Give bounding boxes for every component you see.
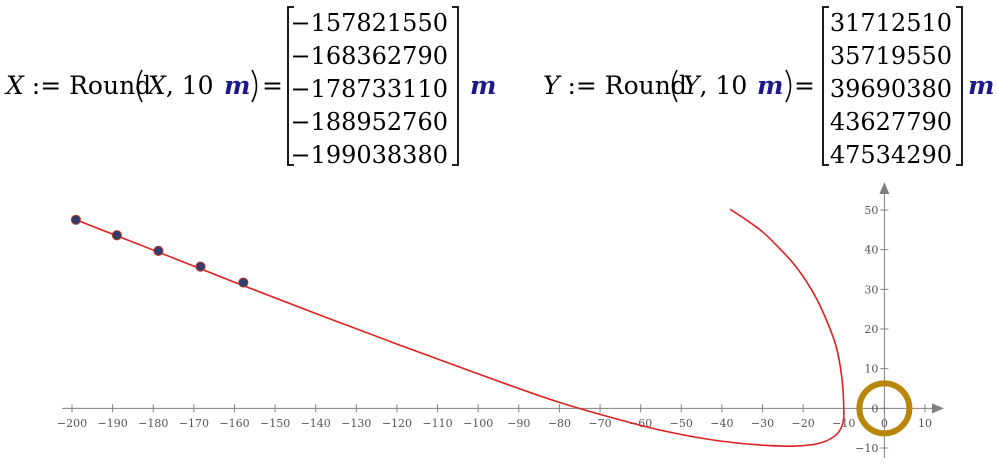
right-bracket bbox=[452, 6, 459, 166]
argument-unit: m bbox=[757, 71, 783, 100]
x-axis-ticks: −200 −190 −180 −170 −160 −150 −140 −130 −120 −110… bbox=[57, 404, 932, 430]
left-bracket bbox=[822, 6, 829, 166]
equation-x[interactable]: X := Round X, 10 m = −157821550 −16836279… bbox=[4, 6, 496, 169]
y-tick-label: 10 bbox=[864, 363, 878, 376]
axes bbox=[62, 182, 944, 458]
trajectory-curve bbox=[75, 208, 845, 447]
x-tick-label: −20 bbox=[792, 417, 815, 430]
svg-text:X := Round: X := Round bbox=[4, 71, 151, 100]
data-point bbox=[70, 214, 81, 225]
y-tick-label: 20 bbox=[864, 323, 878, 336]
lhs-variable: X bbox=[4, 71, 25, 100]
data-point bbox=[111, 230, 122, 241]
argument-number: 10 bbox=[182, 71, 214, 100]
x-tick-label: −180 bbox=[138, 417, 168, 430]
right-bracket bbox=[956, 6, 963, 166]
x-axis-arrow bbox=[932, 403, 944, 414]
data-point bbox=[195, 261, 206, 272]
argument-number: 10 bbox=[715, 71, 747, 100]
svg-text:X, 10: X, 10 bbox=[146, 71, 214, 100]
x-tick-label: −110 bbox=[422, 417, 452, 430]
y-tick-label: 30 bbox=[864, 283, 878, 296]
svg-text:Y, 10: Y, 10 bbox=[683, 71, 747, 100]
x-tick-label: −100 bbox=[463, 417, 493, 430]
x-tick-label: −40 bbox=[710, 417, 733, 430]
right-paren bbox=[251, 69, 258, 103]
y-axis-arrow bbox=[879, 182, 890, 194]
vector-element: −188952760 bbox=[290, 108, 448, 136]
y-tick-label: 50 bbox=[864, 204, 878, 217]
x-tick-label: −200 bbox=[57, 417, 87, 430]
svg-text:Y := Round: Y := Round bbox=[543, 71, 687, 100]
lhs-variable: Y bbox=[543, 71, 562, 100]
assign-operator: := bbox=[567, 71, 596, 100]
y-tick-label: 40 bbox=[864, 244, 878, 257]
right-paren bbox=[785, 69, 792, 103]
vector-element: −157821550 bbox=[290, 9, 448, 37]
left-paren bbox=[671, 69, 678, 103]
x-tick-label: −70 bbox=[588, 417, 611, 430]
x-tick-label: −130 bbox=[341, 417, 371, 430]
y-tick-label: 0 bbox=[871, 402, 878, 415]
data-point bbox=[238, 277, 249, 288]
vector-element: 39690380 bbox=[830, 75, 952, 103]
x-tick-label: −50 bbox=[670, 417, 693, 430]
equals-sign: = bbox=[794, 71, 815, 100]
x-tick-label: 10 bbox=[918, 417, 932, 430]
x-tick-label: −160 bbox=[219, 417, 249, 430]
result-vector-y: 31712510 35719550 39690380 43627790 47534290 bbox=[830, 9, 952, 169]
x-tick-label: −190 bbox=[98, 417, 128, 430]
argument-variable: Y bbox=[683, 71, 702, 100]
x-tick-label: −140 bbox=[301, 417, 331, 430]
vector-element: −178733110 bbox=[290, 75, 448, 103]
result-vector-x: −157821550 −168362790 −178733110 −188952760… bbox=[290, 9, 448, 169]
result-unit: m bbox=[470, 71, 496, 100]
data-points bbox=[70, 214, 249, 288]
comma: , bbox=[166, 71, 182, 100]
x-tick-label: −120 bbox=[382, 417, 412, 430]
argument-unit: m bbox=[224, 71, 250, 100]
result-unit: m bbox=[968, 71, 994, 100]
vector-element: 43627790 bbox=[830, 108, 952, 136]
data-point bbox=[153, 245, 164, 256]
vector-element: −168362790 bbox=[290, 42, 448, 70]
equals-sign: = bbox=[262, 71, 283, 100]
vector-element: −199038380 bbox=[290, 141, 448, 169]
x-tick-label: −10 bbox=[832, 417, 855, 430]
x-tick-label: −80 bbox=[548, 417, 571, 430]
x-tick-label: −150 bbox=[260, 417, 290, 430]
assign-operator: := bbox=[32, 71, 61, 100]
x-tick-label: 0 bbox=[881, 417, 888, 430]
origin-marker bbox=[856, 380, 913, 437]
comma: , bbox=[700, 71, 716, 100]
vector-element: 47534290 bbox=[830, 141, 952, 169]
x-tick-label: −170 bbox=[179, 417, 209, 430]
equation-y[interactable]: Y := Round Y, 10 m = 31712510 35719550 396… bbox=[543, 6, 994, 169]
left-paren bbox=[136, 69, 143, 103]
argument-variable: X bbox=[146, 71, 167, 100]
x-tick-label: −90 bbox=[507, 417, 530, 430]
left-bracket bbox=[287, 6, 294, 166]
x-tick-label: −30 bbox=[751, 417, 774, 430]
vector-element: 35719550 bbox=[830, 42, 952, 70]
trajectory-plot[interactable]: −200 −190 −180 −170 −160 −150 −140 −130 −120 −110… bbox=[57, 182, 944, 458]
y-tick-label: −10 bbox=[855, 442, 878, 455]
vector-element: 31712510 bbox=[830, 9, 952, 37]
